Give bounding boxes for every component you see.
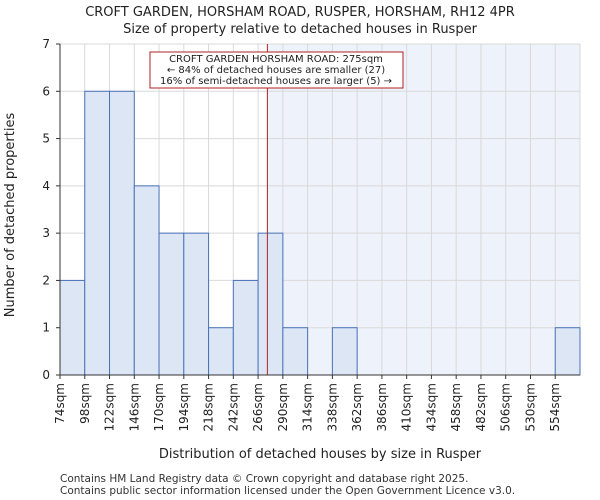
x-tick-label: 362sqm: [350, 383, 364, 431]
x-tick-label: 410sqm: [400, 383, 414, 431]
bars-group: [59, 90, 581, 376]
annotation-line-1: CROFT GARDEN HORSHAM ROAD: 275sqm: [169, 54, 383, 65]
bar-338sqm: [331, 327, 358, 376]
y-tick-label: 4: [42, 179, 50, 193]
x-tick-label: 194sqm: [177, 383, 191, 431]
bar-146sqm: [133, 185, 160, 376]
x-tick-label: 482sqm: [474, 383, 488, 431]
marker-annotation: CROFT GARDEN HORSHAM ROAD: 275sqm ← 84% …: [149, 51, 404, 89]
y-tick-label: 6: [42, 84, 50, 98]
chart-title: CROFT GARDEN, HORSHAM ROAD, RUSPER, HORS…: [85, 5, 515, 20]
bar-554sqm: [554, 327, 581, 376]
y-tick-label: 3: [42, 226, 50, 240]
annotation-line-2: ← 84% of detached houses are smaller (27…: [167, 65, 385, 76]
footer-line-1: Contains HM Land Registry data © Crown c…: [60, 473, 469, 485]
bar-194sqm: [183, 232, 210, 376]
chart-subtitle: Size of property relative to detached ho…: [123, 22, 477, 37]
x-axis-label: Distribution of detached houses by size …: [159, 447, 482, 462]
x-tick-label: 434sqm: [424, 383, 438, 431]
x-tick-label: 170sqm: [152, 383, 166, 431]
x-tick-label: 98sqm: [78, 383, 92, 424]
x-tick-label: 290sqm: [276, 383, 290, 431]
x-tick-label: 74sqm: [53, 383, 67, 424]
y-tick-label: 1: [42, 321, 50, 335]
x-tick-label: 506sqm: [499, 383, 513, 431]
bar-242sqm: [232, 279, 259, 376]
y-axis-label: Number of detached properties: [3, 113, 18, 318]
x-tick-label: 458sqm: [449, 383, 463, 431]
annotation-line-3: 16% of semi-detached houses are larger (…: [160, 76, 392, 87]
bar-266sqm: [257, 232, 284, 376]
y-tick-label: 7: [42, 37, 50, 51]
bar-122sqm: [109, 90, 135, 376]
x-tick-label: 146sqm: [127, 383, 141, 431]
bar-98sqm: [84, 90, 111, 376]
x-tick-label: 554sqm: [548, 383, 562, 431]
x-tick-label: 386sqm: [375, 383, 389, 431]
x-tick-label: 242sqm: [226, 383, 240, 431]
annotation-box: [149, 51, 404, 89]
x-tick-label: 338sqm: [325, 383, 339, 431]
x-tick-label: 530sqm: [523, 383, 537, 431]
footer-line-2: Contains public sector information licen…: [60, 485, 516, 497]
bar-170sqm: [158, 232, 185, 376]
histogram-chart: CROFT GARDEN, HORSHAM ROAD, RUSPER, HORS…: [3, 5, 581, 462]
y-axis-ticks: 0 1 2 3 4 5 6 7: [42, 37, 60, 382]
x-tick-label: 122sqm: [103, 383, 117, 431]
x-axis-ticks: 74sqm 98sqm 122sqm 146sqm 170sqm 194sqm 218sqm…: [53, 375, 562, 431]
bar-218sqm: [208, 327, 234, 376]
x-tick-label: 218sqm: [202, 383, 216, 431]
x-tick-label: 314sqm: [301, 383, 315, 431]
x-tick-label: 266sqm: [251, 383, 265, 431]
bar-74sqm: [59, 279, 86, 376]
bar-290sqm: [282, 327, 309, 376]
highlight-region: [267, 44, 580, 375]
y-tick-label: 2: [42, 273, 50, 287]
y-tick-label: 5: [42, 132, 50, 146]
y-tick-label: 0: [42, 368, 50, 382]
